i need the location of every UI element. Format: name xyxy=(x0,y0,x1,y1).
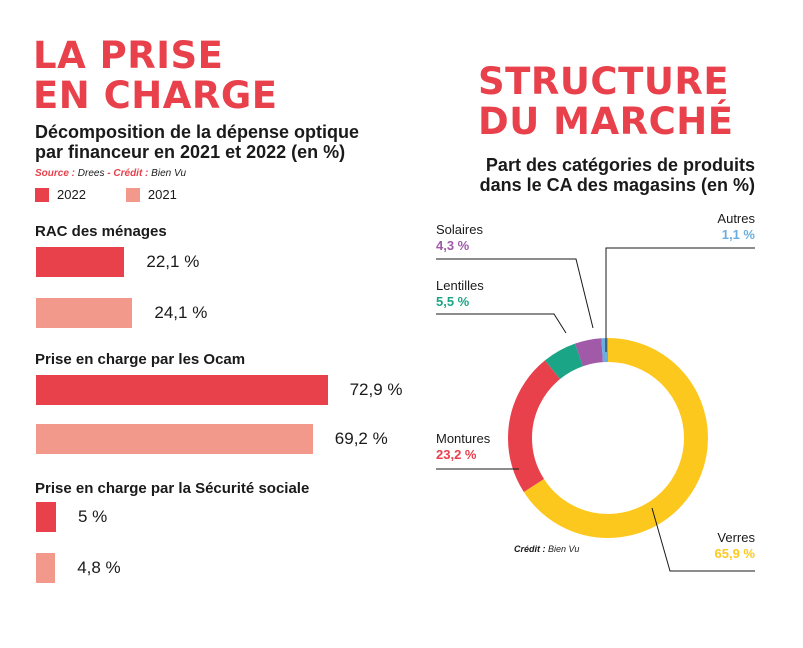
pie-label-autres: Autres 1,1 % xyxy=(717,211,755,243)
bar-value-ocam-2022: 72,9 % xyxy=(349,380,403,399)
legend-item-2022: 2022 xyxy=(35,187,86,202)
right-title-line1: STRUCTURE xyxy=(478,60,730,103)
pie-label-lentilles-name: Lentilles xyxy=(436,278,484,293)
right-subtitle: Part des catégories de produits dans le … xyxy=(480,155,755,195)
pie-label-solaires-name: Solaires xyxy=(436,222,483,237)
bar-value-rac-2022: 22,1 % xyxy=(146,252,200,271)
pie-label-lentilles: Lentilles 5,5 % xyxy=(436,278,484,310)
pie-label-autres-value: 1,1 % xyxy=(721,227,755,242)
pie-label-montures-value: 23,2 % xyxy=(436,447,477,462)
bar-chart: 22,1 % 72,9 % 5 % 24,1 % 69,2 % 4,8 % xyxy=(36,247,403,583)
legend-label-2021: 2021 xyxy=(147,187,177,202)
right-title-line2: DU MARCHÉ xyxy=(478,100,734,143)
right-subtitle-line1: Part des catégories de produits xyxy=(485,155,755,175)
right-credit-value: Bien Vu xyxy=(548,544,580,554)
donut-slice-autres xyxy=(508,338,708,538)
left-source: Source : Drees - Crédit : Bien Vu xyxy=(35,168,187,179)
pie-label-autres-name: Autres xyxy=(717,211,755,226)
leader-line-verres xyxy=(651,507,755,572)
leader-line-autres xyxy=(605,247,755,352)
bar-value-rac-2021: 24,1 % xyxy=(154,303,208,322)
left-title: LA PRISE EN CHARGE xyxy=(33,36,278,116)
bar-secu-2021 xyxy=(36,553,56,583)
left-subtitle-line2: par financeur en 2021 et 2022 (en %) xyxy=(35,142,346,162)
source-label: Source : xyxy=(35,168,76,179)
bar-ocam-2021 xyxy=(36,424,313,454)
bar-value-ocam-2021: 69,2 % xyxy=(334,429,388,448)
left-title-line2: EN CHARGE xyxy=(33,74,278,117)
bar-value-secu-2021: 4,8 % xyxy=(77,558,121,577)
leader-line-solaires xyxy=(436,258,594,329)
right-credit-label: Crédit : xyxy=(514,544,546,554)
credit-value: Bien Vu xyxy=(151,168,187,179)
bar-group-title-rac: RAC des ménages xyxy=(35,223,167,240)
credit-label: Crédit : xyxy=(113,168,149,179)
donut-chart xyxy=(436,247,755,572)
bar-group-title-ocam: Prise en charge par les Ocam xyxy=(35,351,246,368)
donut-leader-lines xyxy=(436,247,755,572)
bar-legend: 2022 2021 xyxy=(35,187,177,202)
left-subtitle: Décomposition de la dépense optique par … xyxy=(35,122,359,162)
pie-label-montures: Montures 23,2 % xyxy=(436,431,490,463)
bar-rac-2022 xyxy=(36,247,125,277)
right-subtitle-line2: dans le CA des magasins (en %) xyxy=(479,175,755,195)
bar-value-secu-2022: 5 % xyxy=(78,507,108,526)
legend-item-2021: 2021 xyxy=(125,187,177,202)
bar-ocam-2022 xyxy=(36,375,328,405)
leader-line-lentilles xyxy=(436,313,567,334)
pie-label-lentilles-value: 5,5 % xyxy=(436,294,470,309)
right-title: STRUCTURE DU MARCHÉ xyxy=(478,62,733,142)
pie-label-verres: Verres 65,9 % xyxy=(715,530,755,562)
pie-label-montures-name: Montures xyxy=(436,431,491,446)
pie-label-verres-value: 65,9 % xyxy=(714,546,755,561)
donut-slice-montures xyxy=(508,338,708,538)
legend-swatch-2022 xyxy=(35,187,49,202)
left-title-line1: LA PRISE xyxy=(33,34,224,77)
pie-label-verres-name: Verres xyxy=(717,530,755,545)
donut-slices xyxy=(508,338,708,538)
legend-swatch-2021 xyxy=(125,187,140,202)
left-subtitle-line1: Décomposition de la dépense optique xyxy=(35,122,360,142)
bar-secu-2022 xyxy=(36,502,56,532)
legend-label-2022: 2022 xyxy=(57,187,86,202)
bar-rac-2021 xyxy=(36,298,133,328)
pie-label-solaires: Solaires 4,3 % xyxy=(436,222,483,254)
bar-group-title-secu: Prise en charge par la Sécurité sociale xyxy=(35,480,310,497)
pie-label-solaires-value: 4,3 % xyxy=(436,238,470,253)
right-credit: Crédit : Bien Vu xyxy=(514,544,579,554)
source-value: Drees xyxy=(77,168,105,179)
